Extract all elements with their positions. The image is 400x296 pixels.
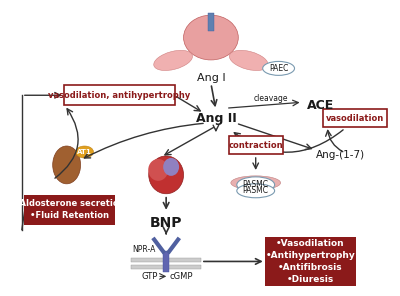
Ellipse shape bbox=[229, 50, 268, 70]
Bar bbox=[208, 13, 214, 30]
Text: PASMC: PASMC bbox=[243, 180, 269, 189]
Bar bbox=[163, 252, 169, 272]
Bar bbox=[131, 258, 201, 263]
Text: contraction: contraction bbox=[228, 141, 283, 149]
FancyBboxPatch shape bbox=[229, 136, 282, 154]
Ellipse shape bbox=[237, 177, 275, 193]
FancyBboxPatch shape bbox=[64, 85, 175, 105]
Text: cGMP: cGMP bbox=[169, 272, 193, 281]
Text: Ang I: Ang I bbox=[197, 73, 225, 83]
Ellipse shape bbox=[149, 156, 184, 194]
Ellipse shape bbox=[231, 176, 280, 190]
Text: •Aldosterone secretion
•Fluid Retention: •Aldosterone secretion •Fluid Retention bbox=[14, 199, 125, 220]
Text: Ang-(1-7): Ang-(1-7) bbox=[316, 150, 365, 160]
Text: PASMC: PASMC bbox=[243, 186, 269, 195]
Ellipse shape bbox=[163, 158, 179, 176]
FancyBboxPatch shape bbox=[265, 237, 356, 286]
Ellipse shape bbox=[53, 146, 80, 184]
Text: ACE: ACE bbox=[307, 99, 334, 112]
Text: PAEC: PAEC bbox=[269, 64, 288, 73]
Text: vasodilation, antihypertrophy: vasodilation, antihypertrophy bbox=[48, 91, 190, 100]
Text: GTP: GTP bbox=[141, 272, 158, 281]
Text: BNP: BNP bbox=[150, 215, 182, 230]
Ellipse shape bbox=[148, 159, 168, 181]
Text: •Vasodilation
•Antihypertrophy
•Antifibrosis
•Diuresis: •Vasodilation •Antihypertrophy •Antifibr… bbox=[266, 239, 355, 284]
Bar bbox=[131, 266, 201, 269]
Ellipse shape bbox=[76, 146, 94, 158]
FancyBboxPatch shape bbox=[323, 109, 387, 127]
Ellipse shape bbox=[263, 62, 294, 75]
Text: cleavage: cleavage bbox=[253, 94, 288, 103]
Ellipse shape bbox=[154, 50, 192, 70]
FancyBboxPatch shape bbox=[24, 195, 115, 225]
Ellipse shape bbox=[237, 184, 275, 198]
Text: NPR-A: NPR-A bbox=[132, 245, 156, 254]
Text: vasodilation: vasodilation bbox=[326, 114, 384, 123]
Text: AT1: AT1 bbox=[77, 149, 92, 155]
Ellipse shape bbox=[184, 15, 238, 60]
Text: Ang II: Ang II bbox=[196, 112, 236, 125]
